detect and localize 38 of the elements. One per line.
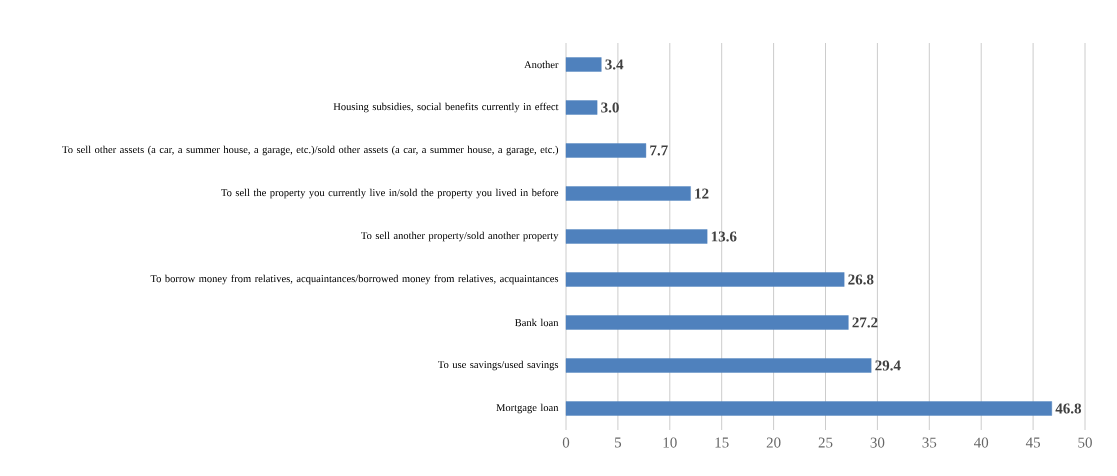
bar bbox=[565, 57, 602, 72]
y-tick-label: Housing subsidies, social benefits currently in effect bbox=[333, 102, 559, 113]
data-label: 7.7 bbox=[650, 145, 668, 156]
bar bbox=[565, 358, 872, 373]
bar bbox=[565, 272, 845, 287]
data-label: 12 bbox=[695, 188, 709, 199]
x-tick-label: 0 bbox=[562, 437, 570, 448]
data-label: 3.0 bbox=[601, 102, 619, 113]
x-tick-label: 50 bbox=[1078, 437, 1092, 448]
y-tick-label: To sell another property/sold another property bbox=[361, 231, 559, 242]
bar bbox=[565, 100, 598, 115]
y-tick-label: To sell the property you currently live in/sold the property you lived in before bbox=[221, 188, 559, 199]
x-tick-label: 40 bbox=[974, 437, 989, 448]
y-tick-label: Mortgage loan bbox=[496, 403, 559, 414]
data-label: 27.2 bbox=[852, 317, 878, 328]
x-tick-label: 5 bbox=[615, 437, 622, 448]
y-tick-label: Another bbox=[524, 60, 559, 69]
x-tick-label: 20 bbox=[766, 437, 781, 448]
x-tick-label: 15 bbox=[715, 437, 729, 448]
data-label: 3.4 bbox=[605, 59, 624, 70]
data-label: 29.4 bbox=[875, 360, 901, 371]
bar bbox=[565, 401, 1052, 416]
bar bbox=[565, 229, 708, 244]
x-tick-label: 35 bbox=[922, 437, 937, 448]
data-label: 13.6 bbox=[711, 231, 737, 242]
x-tick-label: 25 bbox=[818, 437, 833, 448]
x-tick-label: 30 bbox=[870, 437, 885, 448]
data-label: 26.8 bbox=[848, 274, 874, 285]
bar bbox=[565, 143, 647, 158]
bar bbox=[565, 186, 691, 201]
data-label: 46.8 bbox=[1055, 403, 1082, 414]
y-tick-label: To sell other assets (a car, a summer house, a garage, etc.)/sold other assets (a car, a summer house, a garage, etc.) bbox=[62, 145, 559, 156]
x-tick-label: 45 bbox=[1025, 437, 1041, 448]
bar bbox=[565, 315, 849, 330]
x-tick-label: 10 bbox=[663, 437, 677, 448]
y-tick-label: To use savings/used savings bbox=[438, 360, 559, 371]
y-tick-label: To borrow money from relatives, acquaintances/borrowed money from relatives, acquaintances bbox=[150, 274, 559, 285]
y-tick-label: Bank loan bbox=[515, 318, 559, 327]
